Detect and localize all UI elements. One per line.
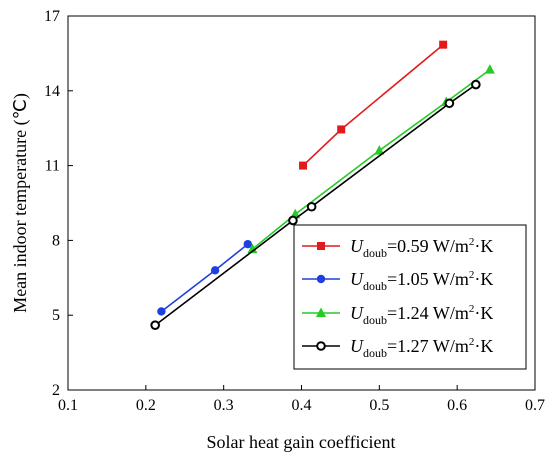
x-tick-label: 0.5 [369,397,389,414]
y-tick-label: 8 [52,232,60,249]
data-point [471,79,481,90]
data-point [444,98,455,109]
data-point [288,215,298,226]
legend-entry: Udoub=1.05 W/m2·K [302,269,493,293]
x-axis-title: Solar heat gain coefficient [206,432,395,452]
data-point [306,201,317,212]
x-tick-label: 0.2 [136,397,156,414]
legend-entry: Udoub=1.24 W/m2·K [302,303,493,327]
y-tick-label: 5 [52,307,60,324]
axis-ticks: 0.1 0.2 0.3 0.4 0.5 0.6 0.7 2 5 8 11 14 17 [44,8,545,414]
x-tick-label: 0.4 [292,397,312,414]
data-point [439,40,448,49]
data-point [299,161,308,170]
legend-swatch-marker [316,307,326,317]
y-tick-label: 2 [52,382,60,399]
legend-swatch-marker [317,242,325,250]
legend-swatch-marker [316,341,326,351]
data-point [243,239,252,249]
legend-entry: Udoub=1.27 W/m2·K [302,336,493,360]
legend-label: Udoub=0.59 W/m2·K [350,236,493,260]
legend-swatch-marker [316,274,326,284]
x-tick-label: 0.1 [58,397,78,414]
series-3 [247,64,495,254]
series-1 [299,40,448,170]
x-tick-label: 0.7 [525,397,545,414]
data-point [374,145,385,155]
y-tick-label: 17 [44,8,60,25]
x-tick-label: 0.3 [214,397,234,414]
legend-label: Udoub=1.24 W/m2·K [350,303,493,327]
legend-entry: Udoub=0.59 W/m2·K [302,236,493,260]
data-point [150,320,160,330]
legend-box [293,224,527,370]
series-group [150,40,495,330]
y-tick-label: 11 [45,158,60,175]
series-2 [157,239,252,316]
data-point [337,125,346,134]
data-point [157,307,166,316]
data-point [247,243,258,254]
x-tick-label: 0.6 [447,397,467,414]
legend-label: Udoub=1.27 W/m2·K [350,336,493,360]
series-4 [150,79,481,330]
y-axis-title: Mean indoor temperature (℃) [10,93,31,313]
legend-label: Udoub=1.05 W/m2·K [350,269,493,293]
data-point [210,266,220,275]
y-tick-label: 14 [44,83,60,100]
legend: Udoub=0.59 W/m2·K Udoub=1.05 W/m2·K Udoub=… [293,224,527,370]
data-point [484,64,495,74]
